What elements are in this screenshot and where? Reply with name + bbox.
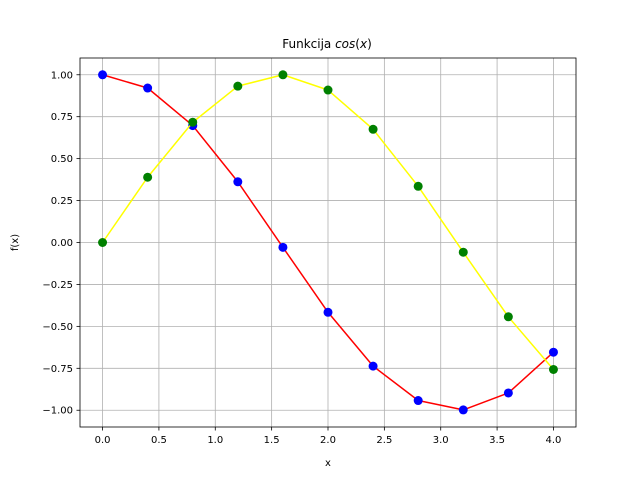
series-2-point <box>413 181 423 191</box>
x-tick-label: 2.5 <box>376 435 392 446</box>
series-2-point <box>143 172 153 182</box>
series-2-point <box>503 312 513 322</box>
series-2-point <box>548 364 558 374</box>
series-layer <box>98 70 558 415</box>
series-2-point <box>188 117 198 127</box>
series-1-point <box>413 396 423 406</box>
series-1-point <box>368 361 378 371</box>
y-tick-label: 1.00 <box>51 70 73 81</box>
x-tick-label: 0.5 <box>151 435 167 446</box>
series-1-point <box>233 177 243 187</box>
x-tick-label: 3.0 <box>433 435 449 446</box>
series-2-point <box>368 124 378 134</box>
x-axis-label: x <box>325 458 331 469</box>
series-1-point <box>98 70 108 80</box>
y-axis-label: f(x) <box>10 234 21 251</box>
y-tick-label: −0.75 <box>42 364 73 375</box>
series-2-point <box>98 238 108 247</box>
title-function: cos <box>335 37 355 51</box>
x-tick-label: 1.5 <box>264 435 280 446</box>
series-1 <box>98 70 558 415</box>
y-tick-label: 0.25 <box>51 196 73 207</box>
series-1-point <box>503 388 513 398</box>
x-tick-label: 1.0 <box>207 435 223 446</box>
title-prefix: Funkcija <box>282 37 335 51</box>
series-2-point <box>233 81 243 91</box>
title-close-paren: ) <box>367 37 372 51</box>
chart-title: Funkcija cos(x) <box>282 37 372 51</box>
series-2-point <box>278 70 288 80</box>
grid <box>80 58 576 427</box>
title-argument: x <box>359 37 368 51</box>
y-tick-label: 0.75 <box>51 112 73 123</box>
title-open-paren: ( <box>355 37 360 51</box>
x-tick-label: 4.0 <box>546 435 562 446</box>
y-tick-label: 0.00 <box>51 238 73 249</box>
series-1-point <box>458 405 468 415</box>
series-1-point <box>143 83 153 93</box>
y-tick-label: −0.50 <box>42 322 73 333</box>
series-1-point <box>548 347 558 357</box>
series-2-point <box>458 247 468 257</box>
series-2 <box>98 70 558 374</box>
series-1-point <box>278 242 288 252</box>
x-tick-label: 3.5 <box>489 435 505 446</box>
y-tick-label: −1.00 <box>42 406 73 417</box>
series-2-point <box>323 85 333 95</box>
series-1-point <box>323 307 333 317</box>
y-tick-label: 0.50 <box>51 154 73 165</box>
ticks: 0.0 0.5 1.0 1.5 2.0 2.5 3.0 3.5 4.0 1.00 0.75 0.50 0… <box>42 70 561 446</box>
x-tick-label: 0.0 <box>95 435 111 446</box>
x-tick-label: 2.0 <box>320 435 336 446</box>
y-tick-label: −0.25 <box>42 280 73 291</box>
